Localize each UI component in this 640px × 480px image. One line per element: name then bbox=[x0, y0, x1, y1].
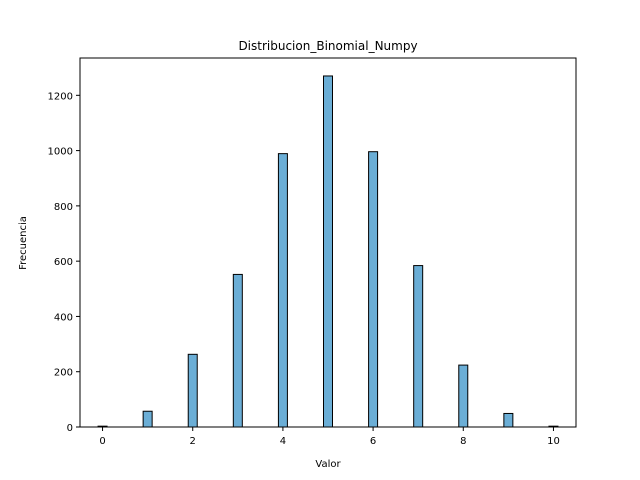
y-axis-ticks: 0 200 400 600 800 1000 1200 bbox=[48, 91, 80, 434]
bar-1 bbox=[142, 410, 153, 428]
y-axis-title: Frecuencia bbox=[18, 216, 29, 270]
x-tick-label-10: 10 bbox=[547, 436, 560, 447]
y-tick-label-200: 200 bbox=[54, 368, 73, 379]
bar-9 bbox=[503, 412, 514, 428]
bar-6 bbox=[368, 151, 379, 428]
bars-group bbox=[97, 75, 559, 428]
y-tick-label-800: 800 bbox=[54, 202, 73, 213]
y-tick-label-400: 400 bbox=[54, 312, 73, 323]
x-tick-label-6: 6 bbox=[370, 436, 376, 447]
y-tick-label-0: 0 bbox=[67, 423, 73, 434]
y-tick-label-600: 600 bbox=[54, 257, 73, 268]
y-tick-label-1000: 1000 bbox=[48, 147, 73, 158]
bar-2 bbox=[187, 353, 198, 428]
plot-frame bbox=[79, 57, 577, 428]
x-tick-label-2: 2 bbox=[190, 436, 196, 447]
x-tick-label-8: 8 bbox=[460, 436, 466, 447]
bar-4 bbox=[277, 153, 288, 428]
x-tick-label-4: 4 bbox=[280, 436, 286, 447]
chart-title: Distribucion_Binomial_Numpy bbox=[238, 39, 417, 53]
y-tick-label-1200: 1200 bbox=[48, 91, 73, 102]
x-axis-title: Valor bbox=[315, 459, 341, 470]
x-axis-ticks: 0 2 4 6 8 10 bbox=[99, 427, 560, 447]
bar-5 bbox=[323, 75, 333, 428]
bar-7 bbox=[413, 265, 424, 428]
bar-8 bbox=[458, 364, 469, 428]
x-tick-label-0: 0 bbox=[99, 436, 105, 447]
bar-3 bbox=[232, 273, 243, 428]
